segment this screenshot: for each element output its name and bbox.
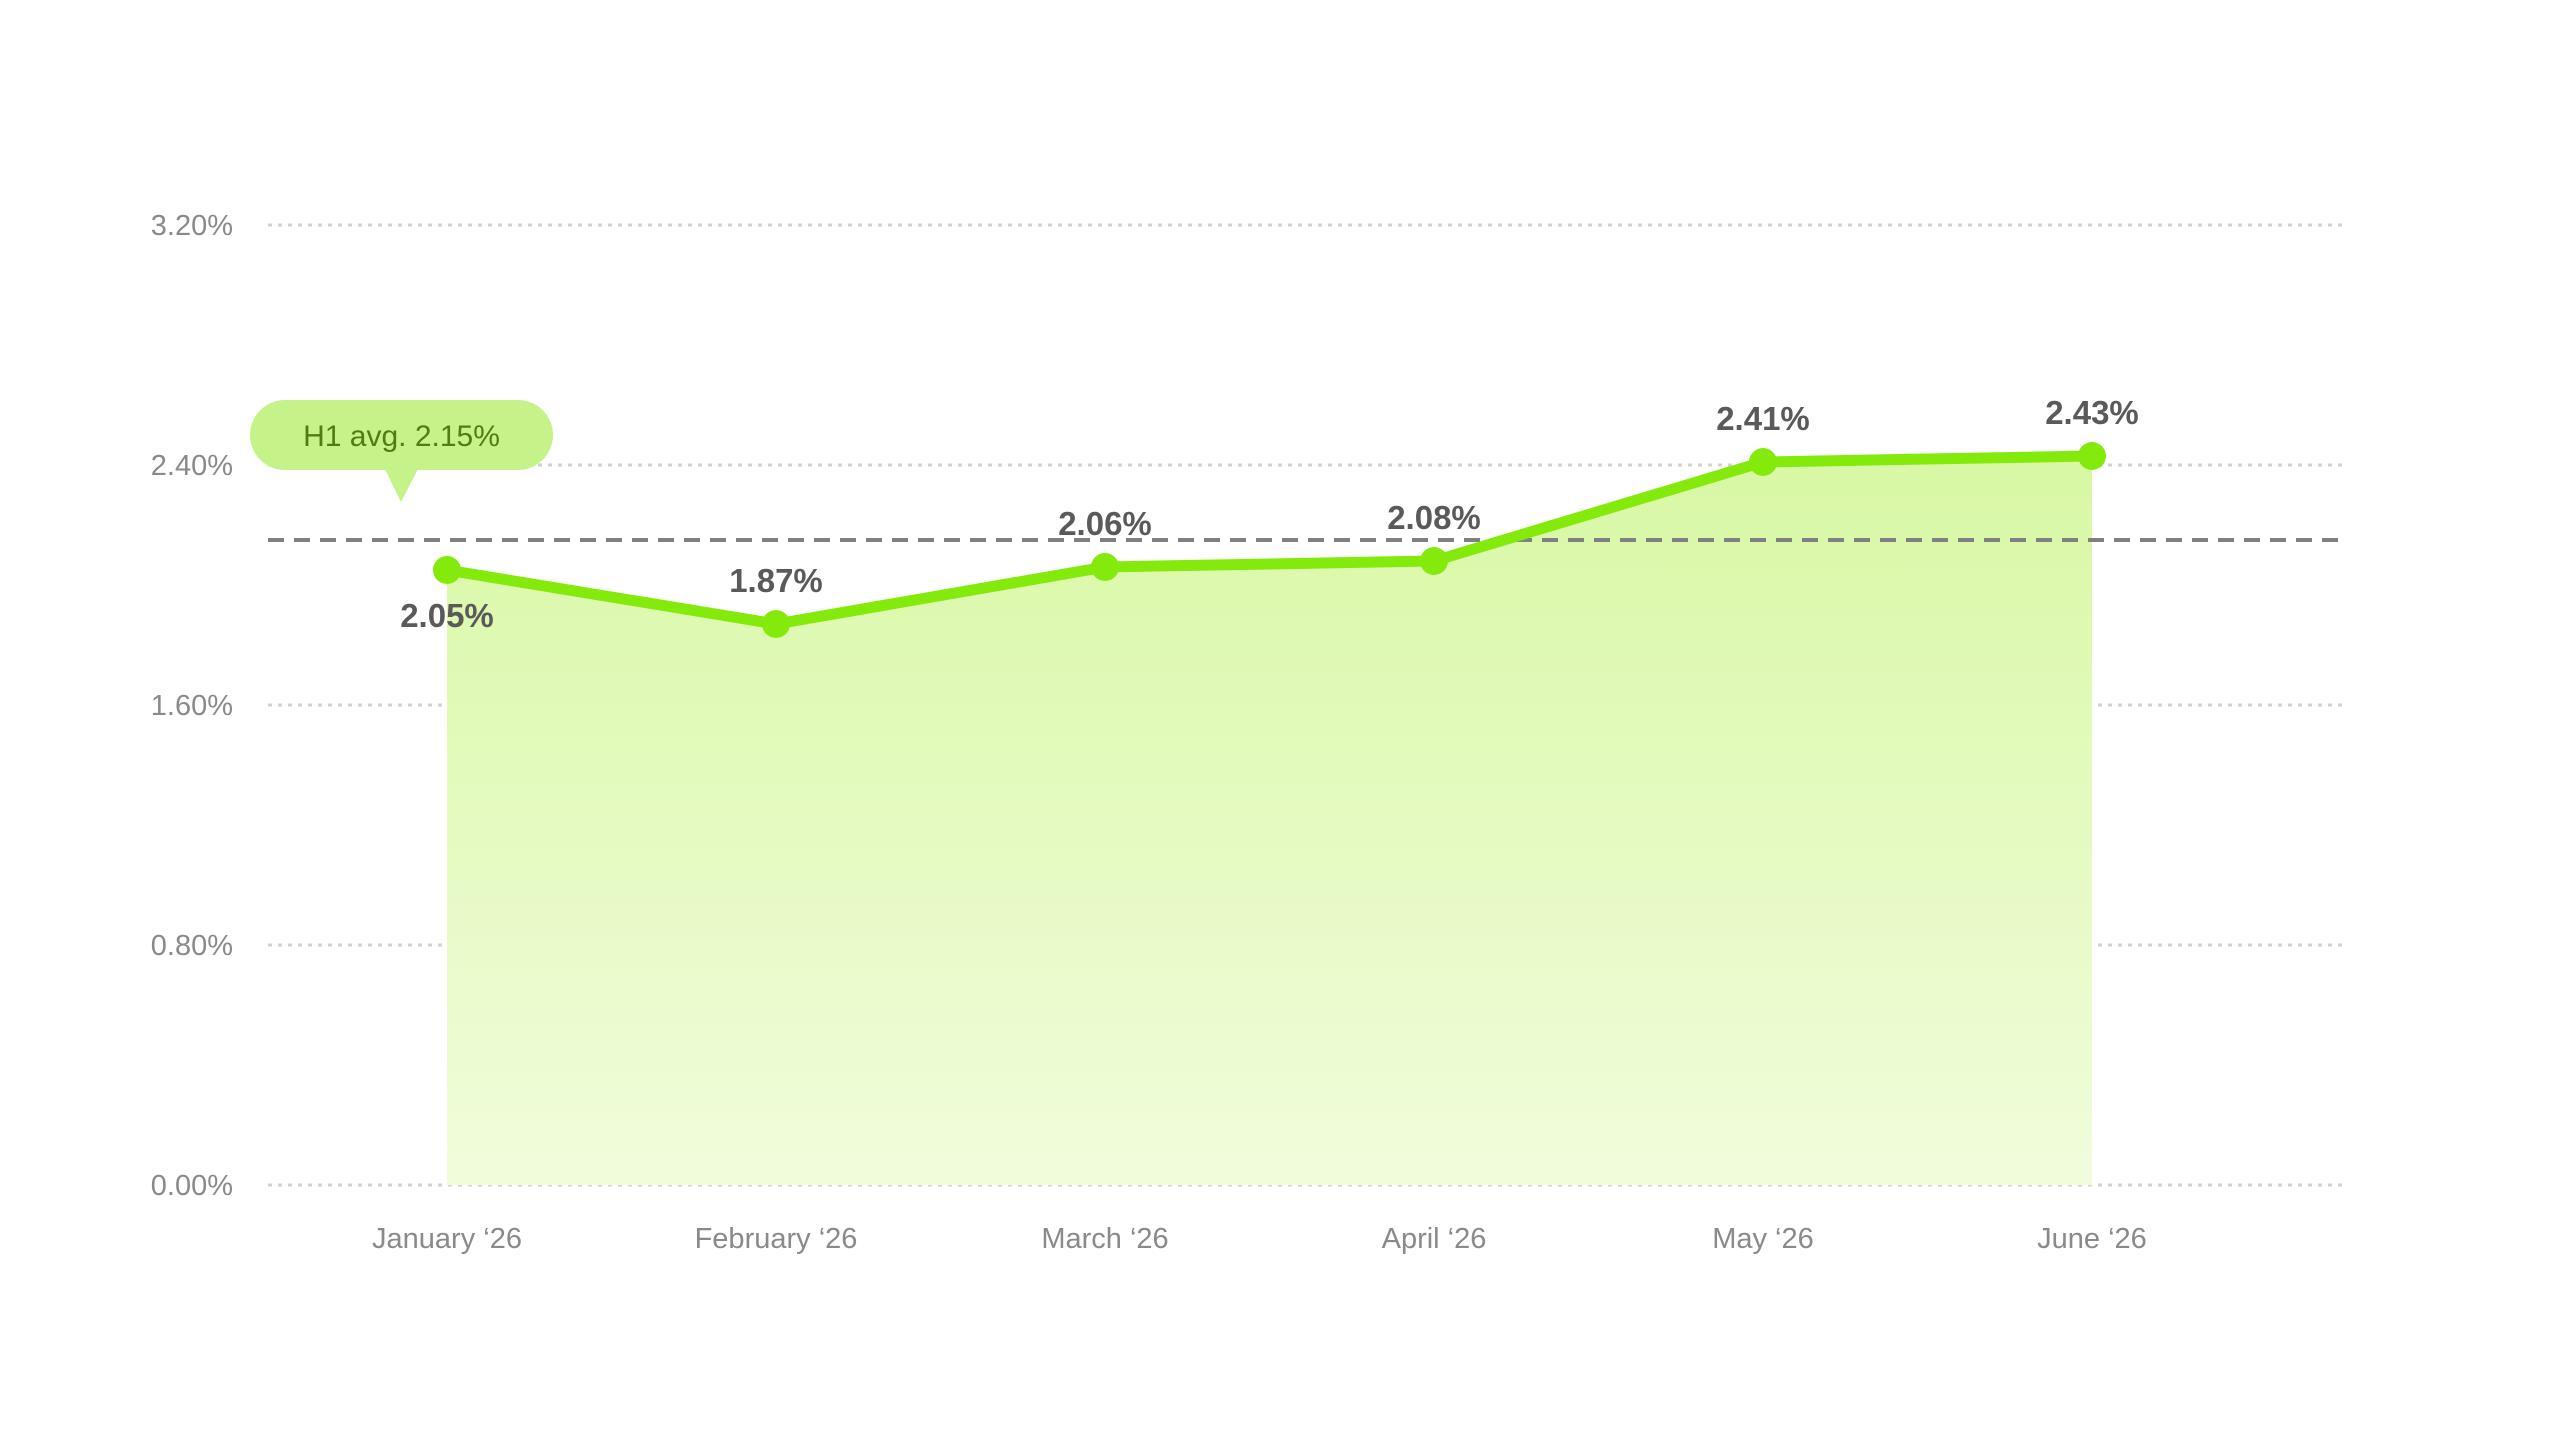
data-label: 2.06% (1058, 505, 1152, 542)
x-tick-label: February ‘26 (695, 1223, 858, 1255)
x-tick-label: June ‘26 (2037, 1223, 2147, 1255)
average-label: H1 avg. 2.15% (303, 420, 500, 453)
average-reference: H1 avg. 2.15% (250, 400, 2345, 542)
data-label: 2.41% (1716, 400, 1810, 437)
y-tick-label: 2.40% (151, 450, 233, 482)
y-axis-ticks: 0.00% 0.80% 1.60% 2.40% 3.20% (151, 210, 233, 1202)
y-tick-label: 0.80% (151, 930, 233, 962)
series-line (441, 450, 2098, 630)
series-area (447, 456, 2092, 1185)
x-tick-label: March ‘26 (1041, 1223, 1168, 1255)
average-badge-pointer (385, 469, 418, 502)
data-points (433, 442, 2106, 638)
y-tick-label: 1.60% (151, 690, 233, 722)
data-labels: 2.05% 1.87% 2.06% 2.08% 2.41% 2.43% (400, 394, 2139, 634)
data-label: 2.08% (1387, 499, 1481, 536)
area-fill-layer (447, 456, 2092, 1185)
data-point (762, 610, 790, 638)
data-point (1091, 553, 1119, 581)
y-tick-label: 0.00% (151, 1170, 233, 1202)
data-point (1420, 547, 1448, 575)
x-tick-label: January ‘26 (372, 1223, 522, 1255)
data-label: 2.43% (2045, 394, 2139, 431)
data-point (1749, 448, 1777, 476)
data-point (433, 556, 461, 584)
x-tick-label: April ‘26 (1382, 1223, 1487, 1255)
y-tick-label: 3.20% (151, 210, 233, 242)
data-point (2078, 442, 2106, 470)
data-label: 2.05% (400, 597, 494, 634)
x-axis-ticks: January ‘26 February ‘26 March ‘26 April ‘2… (372, 1223, 2147, 1255)
series-line-layer (441, 450, 2098, 630)
x-tick-label: May ‘26 (1712, 1223, 1814, 1255)
data-label: 1.87% (729, 562, 823, 599)
average-badge (250, 400, 553, 470)
